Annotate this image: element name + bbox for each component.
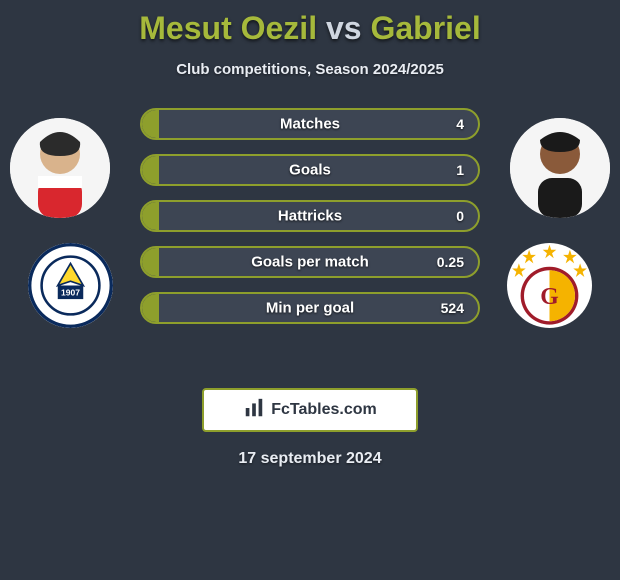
title-player1: Mesut Oezil <box>139 10 317 46</box>
player-left-club-crest: 1907 <box>28 243 113 328</box>
stat-bar-label: Goals <box>289 162 331 179</box>
svg-text:G: G <box>540 284 559 310</box>
stat-bar: Matches 4 <box>140 108 480 140</box>
stat-bar-label: Matches <box>280 116 340 133</box>
title-vs: vs <box>326 10 362 46</box>
stat-bar: Goals per match 0.25 <box>140 246 480 278</box>
stat-bar-label: Goals per match <box>251 254 369 271</box>
bar-chart-icon <box>243 397 265 424</box>
stat-bar-value: 4 <box>456 116 464 132</box>
stat-bar-value: 0.25 <box>437 254 464 270</box>
stat-bar-label: Hattricks <box>278 208 342 225</box>
stat-bar-value: 0 <box>456 208 464 224</box>
title-player2: Gabriel <box>370 10 480 46</box>
stat-bar: Min per goal 524 <box>140 292 480 324</box>
stat-bar-fill <box>142 294 159 322</box>
date: 17 september 2024 <box>0 450 620 468</box>
player-right-avatar <box>510 118 610 218</box>
stat-bar-fill <box>142 248 159 276</box>
stat-bar-value: 1 <box>456 162 464 178</box>
svg-text:1907: 1907 <box>61 288 80 298</box>
watermark: FcTables.com <box>202 388 418 432</box>
stat-bar-fill <box>142 110 159 138</box>
comparison-title: Mesut Oezil vs Gabriel <box>0 0 620 47</box>
stat-bar-label: Min per goal <box>266 300 354 317</box>
player-right-club-crest: G <box>507 243 592 328</box>
stat-bar: Goals 1 <box>140 154 480 186</box>
comparison-stage: 1907 G Matches 4 Goals 1 <box>0 108 620 368</box>
stat-bar-value: 524 <box>441 300 464 316</box>
stat-bar: Hattricks 0 <box>140 200 480 232</box>
stat-bar-fill <box>142 202 159 230</box>
stat-bars: Matches 4 Goals 1 Hattricks 0 Goals per … <box>140 108 480 338</box>
player-left-avatar <box>10 118 110 218</box>
watermark-text: FcTables.com <box>271 401 377 419</box>
stat-bar-fill <box>142 156 159 184</box>
subtitle: Club competitions, Season 2024/2025 <box>0 61 620 78</box>
